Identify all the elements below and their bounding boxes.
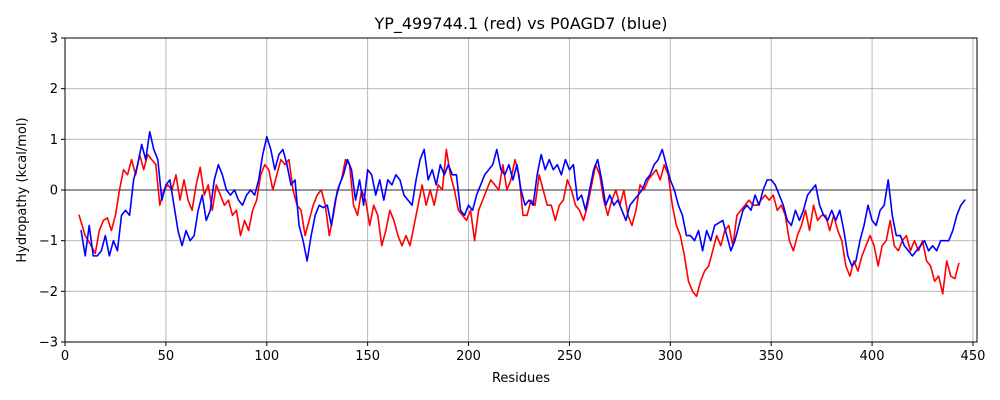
x-tick-label: 150 [355, 349, 380, 364]
y-tick-label: −2 [39, 285, 58, 300]
x-tick-label: 250 [557, 349, 582, 364]
y-tick-label: 1 [50, 133, 58, 148]
x-tick-label: 100 [254, 349, 279, 364]
x-tick-label: 200 [456, 349, 481, 364]
x-tick-label: 400 [860, 349, 885, 364]
series-lines [78, 130, 966, 298]
x-tick-label: 450 [961, 349, 986, 364]
x-tick-label: 50 [158, 349, 175, 364]
x-axis-label: Residues [492, 371, 550, 386]
y-axis-label: Hydropathy (kcal/mol) [15, 117, 30, 262]
chart-title: YP_499744.1 (red) vs P0AGD7 (blue) [373, 14, 667, 34]
blue-series-line [80, 130, 966, 267]
x-tick-label: 300 [658, 349, 683, 364]
y-tick-label: −3 [39, 336, 58, 351]
x-tick-label: 0 [61, 349, 69, 364]
y-tick-label: 2 [50, 82, 58, 97]
x-axis-ticks: 0 50 100 150 200 250 300 350 400 450 [61, 342, 986, 364]
red-series-line [78, 148, 960, 298]
y-tick-label: −1 [39, 234, 58, 249]
x-tick-label: 350 [759, 349, 784, 364]
y-axis-ticks: −3 −2 −1 0 1 2 3 [39, 32, 65, 351]
y-tick-label: 0 [50, 184, 58, 199]
y-tick-label: 3 [50, 32, 58, 47]
